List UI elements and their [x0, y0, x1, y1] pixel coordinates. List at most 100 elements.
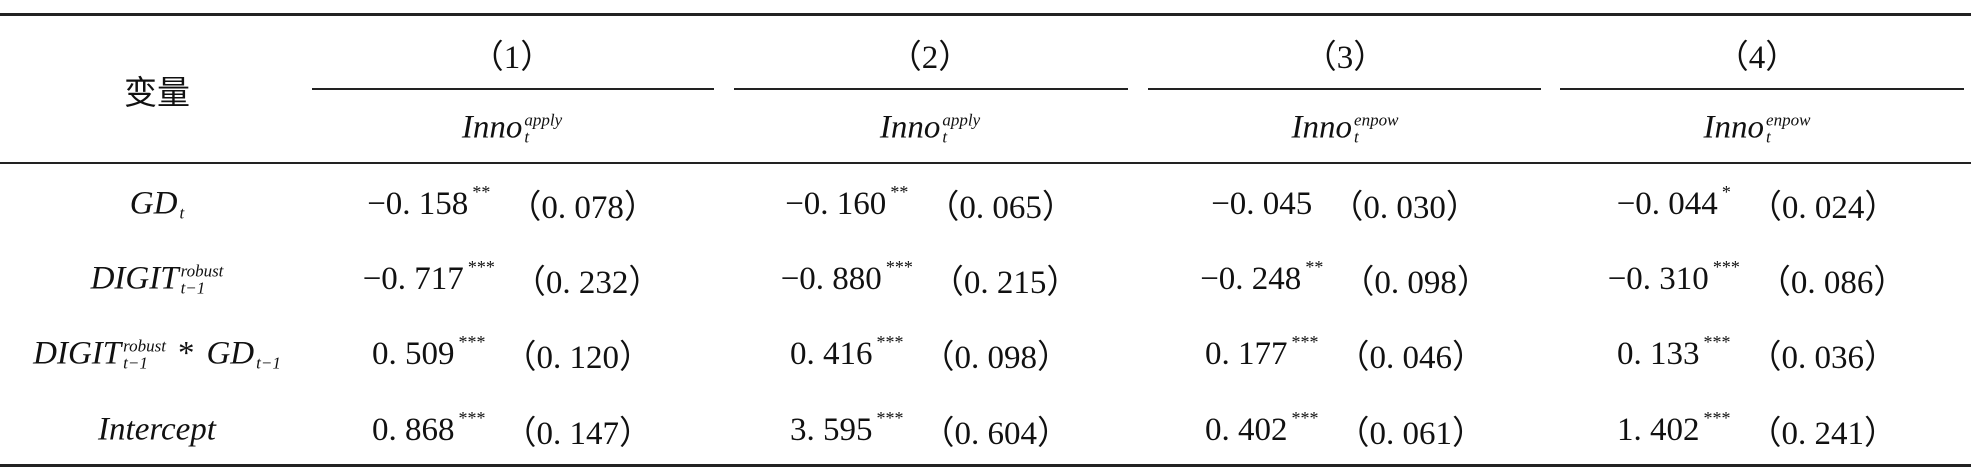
estimate: 0. 133 *** （0. 036）	[1617, 330, 1897, 378]
symbol-base: GD	[206, 335, 255, 372]
coefficient: 3. 595	[790, 411, 873, 448]
column-rule	[734, 88, 1128, 90]
top-rule	[0, 13, 1971, 16]
coefficient: −0. 044	[1616, 185, 1718, 222]
estimate: −0. 717 *** （0. 232）	[363, 255, 662, 303]
standard-error: （0. 232）	[512, 265, 662, 301]
standard-error: （0. 061）	[1336, 416, 1486, 452]
coefficient: −0. 310	[1607, 260, 1709, 297]
column-variable: Inno apply t	[462, 110, 562, 147]
standard-error: （0. 024）	[1748, 190, 1898, 226]
symbol-base: Inno	[879, 109, 941, 146]
estimate: 0. 416 *** （0. 098）	[790, 330, 1070, 378]
significance: ***	[1712, 256, 1740, 277]
script: apply t	[524, 111, 562, 145]
symbol-base: DIGIT	[33, 335, 122, 372]
subscript: t−1	[123, 353, 148, 372]
estimate: 0. 868 *** （0. 147）	[372, 406, 652, 454]
script: robust t−1	[181, 262, 224, 296]
script: enpow t	[1766, 111, 1810, 145]
script: apply t	[942, 111, 980, 145]
row-label: GD t	[130, 186, 184, 223]
coefficient: −0. 160	[785, 185, 887, 222]
estimate: −0. 044 * （0. 024）	[1617, 180, 1898, 228]
significance: ***	[1703, 331, 1731, 352]
standard-error: （0. 046）	[1336, 340, 1486, 376]
superscript	[256, 337, 281, 354]
significance: ***	[876, 407, 904, 428]
column-number: （4）	[1715, 40, 1799, 76]
superscript: apply	[942, 110, 981, 129]
standard-error: （0. 065）	[926, 190, 1075, 226]
standard-error: （0. 098）	[1341, 265, 1490, 301]
mid-rule	[0, 162, 1971, 164]
operator: *	[177, 335, 195, 372]
subscript: t	[179, 203, 185, 222]
estimate: −0. 880 *** （0. 215）	[781, 255, 1080, 303]
superscript: enpow	[1766, 110, 1811, 129]
script: enpow t	[1354, 111, 1398, 145]
standard-error: （0. 120）	[503, 340, 653, 376]
significance: ***	[1291, 407, 1319, 428]
coefficient: −0. 248	[1200, 260, 1302, 297]
symbol-base: DIGIT	[90, 260, 179, 297]
significance: ***	[467, 256, 495, 277]
coefficient: 0. 177	[1205, 335, 1288, 372]
estimate: 0. 509 *** （0. 120）	[372, 330, 652, 378]
coefficient: −0. 158	[367, 185, 469, 222]
superscript: robust	[123, 336, 166, 355]
coefficient: 0. 402	[1205, 411, 1288, 448]
subscript: t	[524, 127, 530, 146]
row-label: Intercept	[98, 412, 216, 449]
estimate: 0. 177 *** （0. 046）	[1205, 330, 1485, 378]
estimate: 3. 595 *** （0. 604）	[790, 406, 1070, 454]
estimate: 1. 402 *** （0. 241）	[1617, 406, 1897, 454]
estimate: −0. 045 （0. 030）	[1211, 180, 1479, 228]
column-number: （2）	[888, 40, 972, 76]
superscript: enpow	[1354, 110, 1399, 129]
script: t	[179, 187, 184, 221]
estimate: −0. 158 ** （0. 078）	[367, 180, 657, 228]
coefficient: 0. 133	[1617, 335, 1700, 372]
subscript: t−1	[256, 353, 281, 372]
subscript: t	[1766, 127, 1771, 146]
estimate: −0. 160 ** （0. 065）	[785, 180, 1075, 228]
superscript: robust	[180, 261, 224, 280]
estimate: −0. 310 *** （0. 086）	[1608, 255, 1907, 303]
row-label: DIGIT robust t−1	[91, 261, 224, 298]
standard-error: （0. 098）	[921, 340, 1071, 376]
coefficient: 1. 402	[1617, 411, 1700, 448]
superscript: apply	[524, 110, 563, 129]
subscript: t−1	[180, 278, 206, 297]
bottom-rule	[0, 464, 1971, 467]
column-number: （1）	[470, 40, 554, 76]
symbol-base: Inno	[1703, 109, 1765, 146]
symbol-base: Inno	[1291, 109, 1353, 146]
significance: **	[1305, 256, 1324, 277]
significance: ***	[458, 331, 486, 352]
significance: ***	[1703, 407, 1731, 428]
estimate: 0. 402 *** （0. 061）	[1205, 406, 1485, 454]
script: t−1	[256, 337, 281, 371]
significance: **	[890, 181, 909, 202]
standard-error: （0. 604）	[921, 416, 1071, 452]
column-variable: Inno enpow t	[1704, 110, 1811, 147]
significance: **	[472, 181, 491, 202]
column-variable: Inno apply t	[880, 110, 980, 147]
coefficient: −0. 717	[362, 260, 464, 297]
column-number: （3）	[1303, 40, 1387, 76]
standard-error: （0. 147）	[503, 416, 653, 452]
standard-error: （0. 036）	[1748, 340, 1898, 376]
variable-header: 变量	[124, 76, 190, 112]
symbol-base: Inno	[461, 109, 523, 146]
significance: ***	[458, 407, 486, 428]
coefficient: 0. 416	[790, 335, 873, 372]
column-rule	[1148, 88, 1541, 90]
standard-error: （0. 215）	[930, 265, 1080, 301]
symbol-base: Intercept	[98, 411, 216, 448]
column-rule	[312, 88, 714, 90]
coefficient: 0. 868	[372, 411, 455, 448]
coefficient: 0. 509	[372, 335, 455, 372]
subscript: t	[942, 127, 948, 146]
